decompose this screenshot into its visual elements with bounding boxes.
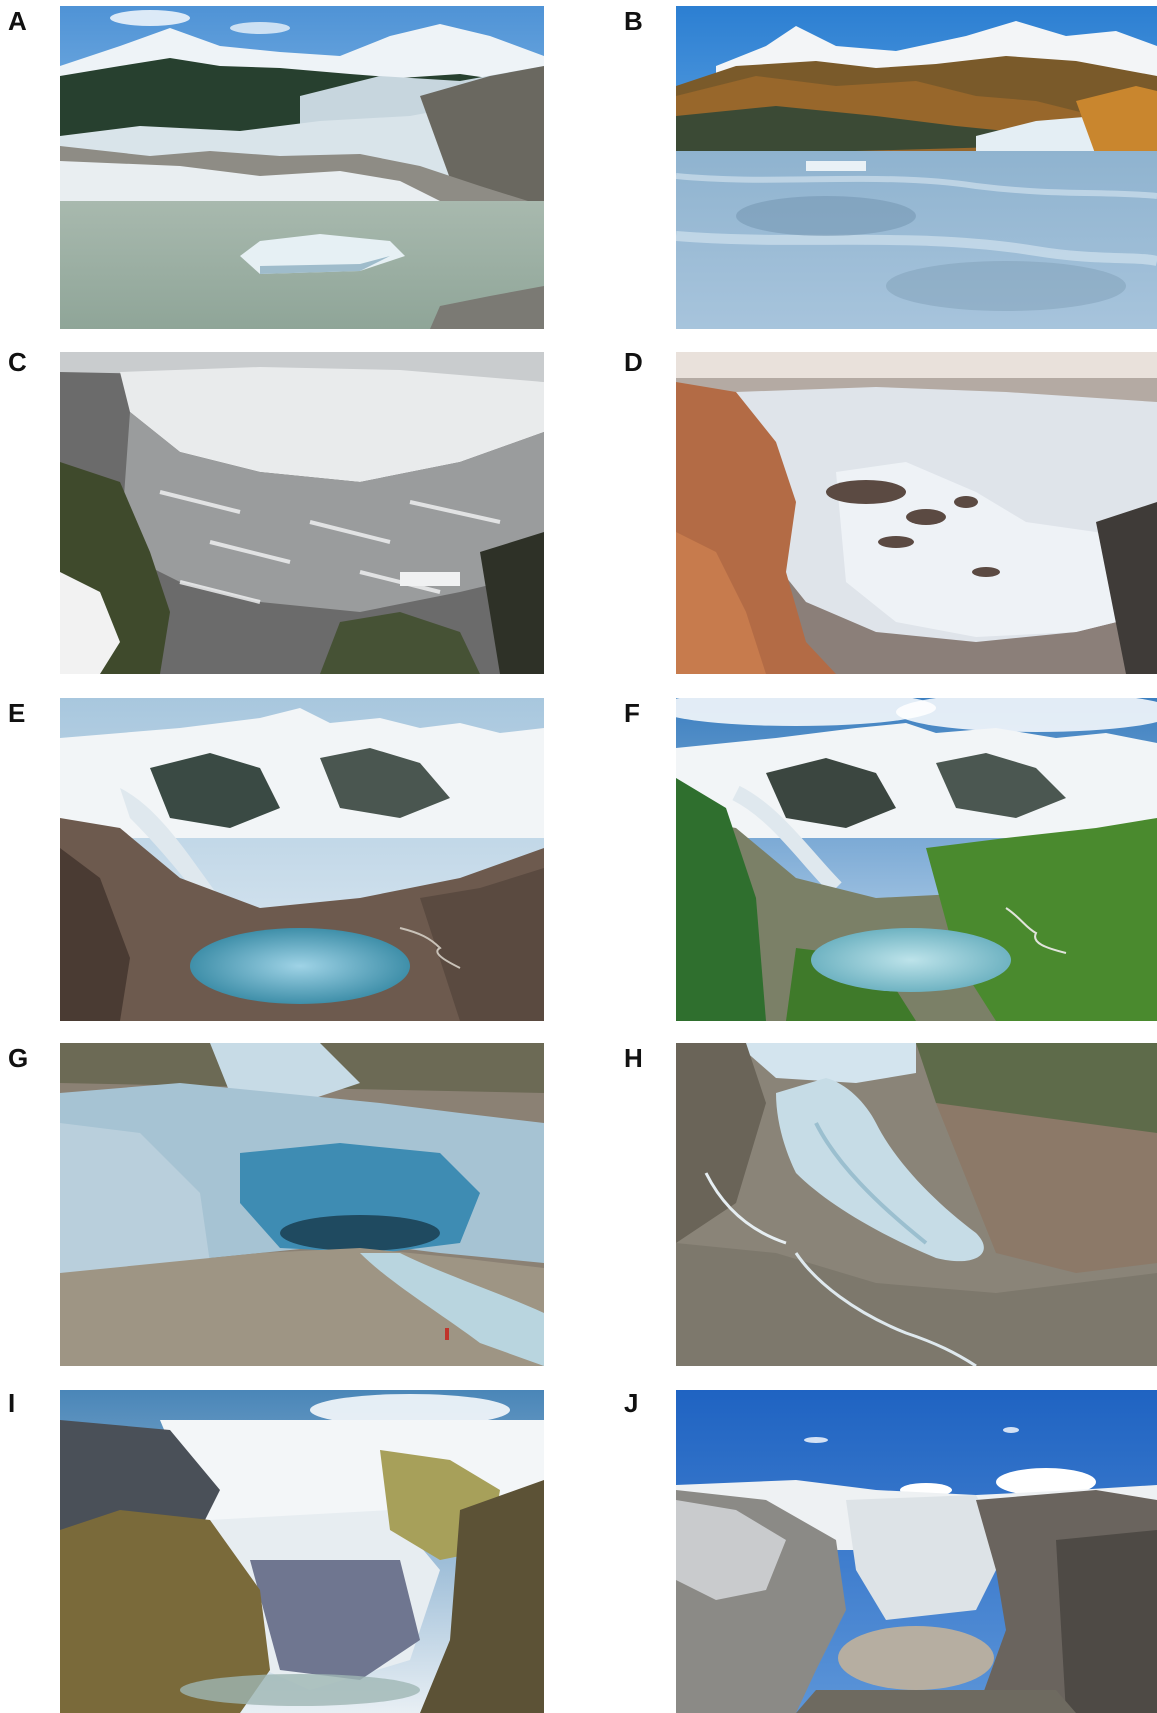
- panel-label-h: H: [624, 1043, 643, 1073]
- panel-label-e: E: [8, 698, 26, 728]
- panel-label-a: A: [8, 6, 27, 36]
- photo-panel-h: [676, 1043, 1157, 1366]
- panel-label-f: F: [624, 698, 640, 728]
- panel-label-b: B: [624, 6, 643, 36]
- photo-panel-d: [676, 352, 1157, 674]
- panel-label-j: J: [624, 1388, 639, 1418]
- photo-panel-i: [60, 1390, 544, 1713]
- photo-panel-a: [60, 6, 544, 329]
- panel-label-g: G: [8, 1043, 29, 1073]
- panel-label-i: I: [8, 1388, 16, 1418]
- photo-panel-b: [676, 6, 1157, 329]
- panel-label-d: D: [624, 347, 643, 377]
- photo-panel-g: [60, 1043, 544, 1366]
- photo-panel-e: [60, 698, 544, 1021]
- photo-panel-j: [676, 1390, 1157, 1713]
- photo-panel-c: [60, 352, 544, 674]
- panel-label-c: C: [8, 347, 27, 377]
- photo-panel-f: [676, 698, 1157, 1021]
